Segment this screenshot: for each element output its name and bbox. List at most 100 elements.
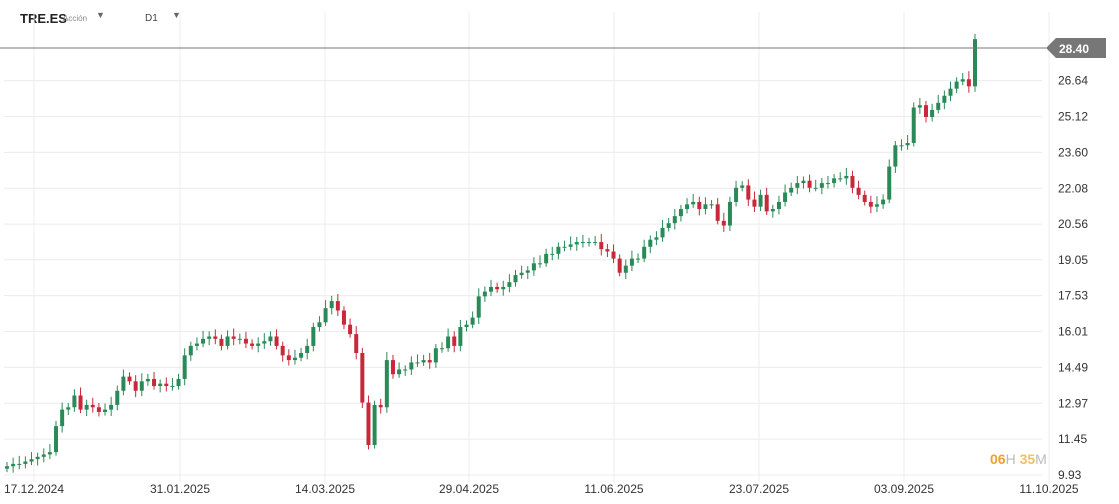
candle [421, 354, 426, 366]
candle-body [844, 175, 849, 179]
timer-hours-unit: H [1005, 451, 1016, 467]
candle [41, 448, 46, 463]
candle-body [862, 194, 867, 202]
candle-body [427, 360, 432, 363]
current-price-tag [1046, 38, 1106, 58]
candle-body [29, 459, 34, 462]
candle [274, 329, 279, 350]
candle-body [35, 456, 40, 460]
candle-body [654, 237, 659, 240]
candle [917, 98, 922, 114]
candle-body [783, 192, 788, 202]
candle [654, 231, 659, 246]
candle [911, 102, 916, 147]
y-tick-label: 26.64 [1058, 74, 1088, 88]
candle-body [96, 407, 101, 412]
candle [225, 330, 230, 350]
candle-body [495, 286, 500, 290]
candle-body [201, 338, 206, 344]
candle [280, 341, 285, 362]
candle-body [250, 343, 255, 346]
candle [550, 246, 555, 261]
candle [194, 337, 199, 351]
candle-body [923, 105, 928, 117]
candle [17, 455, 22, 470]
candle-body [807, 180, 812, 188]
candle-body [660, 227, 665, 238]
candle [538, 255, 543, 268]
y-tick-label: 9.93 [1058, 468, 1082, 482]
candle-body [832, 178, 837, 184]
candle-body [715, 204, 720, 221]
candle-body [256, 343, 261, 346]
candle-body [636, 258, 641, 260]
candle [139, 373, 144, 397]
candle-body [740, 185, 745, 188]
candle-body [292, 357, 297, 361]
candle [329, 295, 334, 315]
chevron-down-icon[interactable]: ▼ [96, 10, 105, 20]
candle-body [262, 341, 267, 344]
candle-body [776, 201, 781, 210]
candle [115, 385, 120, 411]
candle-body [727, 201, 732, 226]
candle [672, 209, 677, 230]
candle-body [568, 244, 573, 247]
candle-body [409, 362, 414, 370]
candle-body [354, 334, 359, 353]
x-tick-label: 17.12.2024 [4, 482, 64, 496]
candle [770, 204, 775, 218]
candle-body [685, 204, 690, 210]
candle [47, 444, 52, 459]
candle [868, 195, 873, 214]
candle [752, 191, 757, 213]
candle-body [580, 242, 585, 244]
candle [881, 194, 886, 209]
candle [341, 306, 346, 330]
candle-body [145, 378, 150, 382]
candle [629, 250, 634, 272]
candle [776, 195, 781, 215]
candle-body [593, 242, 598, 244]
candle-body [329, 301, 334, 309]
candle [452, 331, 457, 353]
candle [390, 354, 395, 379]
candle [721, 212, 726, 232]
candle [360, 347, 365, 408]
candle [397, 362, 402, 378]
candle [103, 403, 108, 416]
candle-body [825, 183, 830, 185]
candle-body [476, 296, 481, 318]
candle [164, 377, 169, 392]
candle [544, 248, 549, 267]
candle-body [421, 360, 426, 363]
candle [844, 167, 849, 185]
candle-body [17, 463, 22, 465]
candle [519, 265, 524, 279]
current-price-marker: 28.40 [0, 38, 1106, 58]
symbol-label[interactable]: TRE.ES [20, 11, 67, 26]
chart-grid [4, 12, 1050, 482]
candle [660, 219, 665, 242]
candle-body [930, 109, 935, 117]
timeframe-selector[interactable]: D1 [145, 13, 158, 24]
candle [84, 399, 89, 416]
candle-body [213, 336, 218, 339]
candle-body [531, 263, 536, 271]
candle-body [470, 317, 475, 325]
candle [176, 373, 181, 390]
candle-body [936, 102, 941, 110]
candle [580, 234, 585, 248]
candle-body [280, 345, 285, 356]
candle-body [360, 352, 365, 403]
candle-body [237, 338, 242, 340]
y-tick-label: 17.53 [1058, 289, 1088, 303]
chevron-down-icon[interactable]: ▼ [172, 10, 181, 20]
candle [715, 198, 720, 225]
candle [795, 175, 800, 195]
time-axis: 17.12.2024 31.01.2025 14.03.2025 29.04.2025… [4, 482, 1079, 496]
candle [734, 180, 739, 207]
candle-body [678, 209, 683, 217]
candle-body [5, 466, 9, 469]
